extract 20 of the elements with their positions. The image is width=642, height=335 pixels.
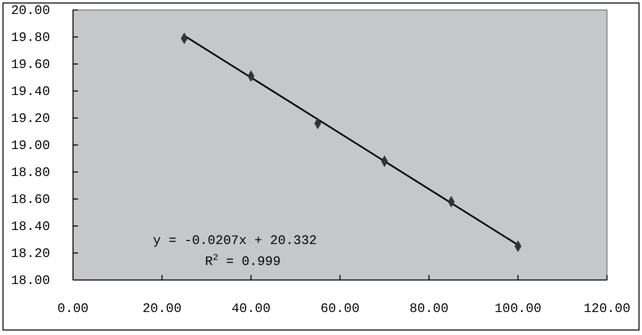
x-tick-label: 40.00: [231, 301, 271, 316]
y-tick-label: 19.00: [10, 138, 50, 154]
y-tick-label: 19.40: [10, 84, 50, 100]
y-tick-label: 18.20: [10, 246, 50, 262]
y-tick-label: 18.80: [10, 165, 50, 180]
y-tick-label: 18.60: [10, 192, 50, 208]
annotation: y = -0.0207x + 20.332: [153, 233, 317, 248]
x-tick-label: 20.00: [142, 301, 182, 316]
y-tick-label: 19.80: [10, 30, 50, 46]
x-tick-label: 120.00: [584, 301, 630, 316]
x-tick-label: 100.00: [494, 301, 542, 316]
x-tick-label: 60.00: [320, 301, 360, 316]
y-tick-label: 18.00: [10, 273, 50, 288]
annotation: R$^{2}$ = 0.999: [205, 253, 281, 269]
y-tick-label: 20.00: [10, 3, 50, 18]
x-tick-label: 80.00: [409, 301, 449, 316]
y-tick-label: 19.60: [10, 57, 50, 72]
y-tick-label: 18.40: [10, 219, 50, 234]
y-tick-label: 19.20: [10, 111, 50, 126]
x-tick-label: 0.00: [57, 301, 89, 316]
